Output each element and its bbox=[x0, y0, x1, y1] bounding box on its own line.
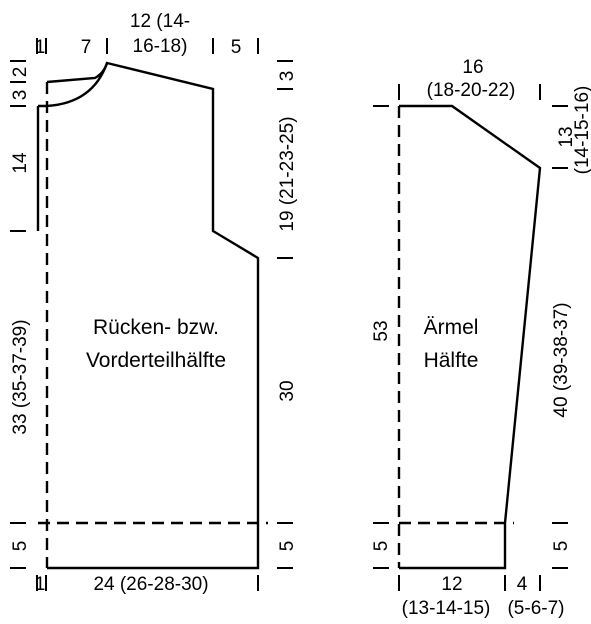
body-bottom-width: 24 (26-28-30) bbox=[93, 574, 208, 595]
body-left-neck-top: 2 bbox=[10, 67, 31, 78]
sleeve-left-length: 53 bbox=[371, 320, 392, 341]
body-left-ticks bbox=[10, 60, 26, 569]
sleeve-top-width-2: (18-20-22) bbox=[427, 80, 516, 101]
body-right-ticks bbox=[277, 60, 293, 569]
body-left-neck-drop: 3 bbox=[10, 90, 31, 101]
sleeve-bottom-width-1: 12 bbox=[441, 574, 462, 595]
sleeve-panel-title-1: Ärmel bbox=[424, 316, 479, 339]
body-top-shoulder-width: 5 bbox=[231, 37, 242, 58]
body-bottom-ticks bbox=[36, 575, 259, 591]
sleeve-left-hem: 5 bbox=[371, 541, 392, 552]
body-top-edge-label: 1 bbox=[35, 37, 46, 58]
sleeve-right-ticks bbox=[552, 105, 568, 569]
body-right-shoulder-slope: 3 bbox=[277, 71, 298, 82]
sleeve-right-cap-2: (14-15-16) bbox=[572, 86, 591, 175]
body-panel-title-2: Vorderteilhälfte bbox=[86, 349, 226, 372]
sleeve-bottom-width-2: (13-14-15) bbox=[402, 598, 491, 619]
body-top-ticks bbox=[36, 38, 259, 54]
body-left-hem: 5 bbox=[10, 541, 31, 552]
body-top-neck-label-2: 16-18) bbox=[133, 36, 188, 57]
sleeve-bottom-cuff-1: 4 bbox=[517, 574, 528, 595]
sleeve-panel: 16 (18-20-22) 13 (14-15-16) 40 (39-38-37… bbox=[371, 57, 591, 619]
body-bottom-edge-label: 1 bbox=[35, 574, 46, 595]
body-left-side-length: 33 (35-37-39) bbox=[10, 319, 31, 434]
sleeve-right-cap-1: 13 bbox=[556, 126, 577, 147]
sleeve-top-width-1: 16 bbox=[462, 57, 483, 78]
sleeve-outline bbox=[399, 104, 542, 570]
front-neck-curve bbox=[38, 62, 109, 108]
body-panel: 1 7 12 (14- 16-18) 5 2 3 14 33 (35-37-39… bbox=[10, 11, 298, 595]
body-left-front-neck: 14 bbox=[10, 152, 31, 174]
body-right-armhole: 19 (21-23-25) bbox=[277, 116, 298, 231]
sleeve-bottom-ticks bbox=[398, 575, 541, 591]
sleeve-panel-title-2: Hälfte bbox=[424, 349, 479, 372]
sleeve-bottom-cuff-2: (5-6-7) bbox=[507, 598, 564, 619]
body-top-neck-label-1: 12 (14- bbox=[130, 11, 190, 32]
body-right-hem: 5 bbox=[277, 541, 298, 552]
sleeve-right-hem: 5 bbox=[551, 541, 572, 552]
body-top-neck-width: 7 bbox=[81, 37, 92, 58]
sleeve-right-length: 40 (39-38-37) bbox=[551, 302, 572, 417]
body-right-side: 30 bbox=[277, 380, 298, 401]
sleeve-top-ticks bbox=[398, 84, 541, 100]
body-panel-title-1: Rücken- bzw. bbox=[93, 316, 219, 339]
